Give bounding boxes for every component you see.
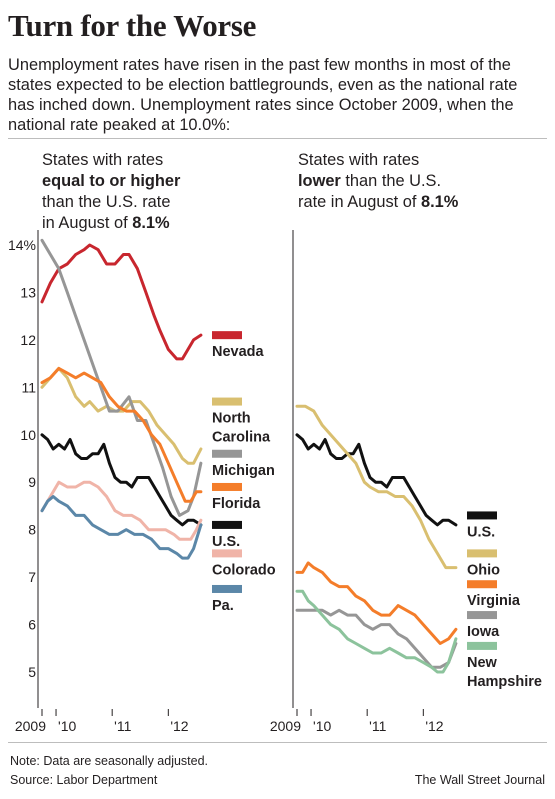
right-legend-swatch-u-s — [467, 511, 497, 520]
y-tick-label-11: 11 — [21, 379, 36, 395]
right-panel-header-line3: rate in August of — [298, 193, 422, 211]
right-x-tick-label-2: '11 — [369, 718, 386, 734]
left-legend-label-michigan: Michigan — [212, 463, 275, 479]
right-series-line-ohio — [295, 404, 458, 570]
note-text: Note: Data are seasonally adjusted. — [10, 754, 209, 768]
left-series-line-nevada — [40, 243, 203, 361]
y-tick-label-9: 9 — [28, 474, 36, 490]
left-series-line-colorado — [40, 480, 203, 541]
left-x-tick-label-0: 2009 — [15, 718, 46, 734]
right-series-line-new-hampshire — [295, 589, 458, 674]
y-tick-label-7: 7 — [28, 569, 36, 585]
y-tick-label-10: 10 — [20, 427, 36, 443]
left-panel-header-line4: in August of — [42, 214, 133, 232]
chart-subtitle: Unemployment rates have risen in the pas… — [8, 56, 518, 134]
y-tick-label-8: 8 — [28, 522, 36, 538]
right-legend-label-ohio: Ohio — [467, 562, 500, 578]
left-legend-swatch-michigan — [212, 449, 242, 458]
left-legend-swatch-nevada — [212, 331, 242, 340]
left-legend-swatch-north-carolina — [212, 397, 242, 406]
right-legend-swatch-virginia — [467, 580, 497, 589]
right-series-line-u-s — [295, 433, 458, 527]
left-legend-swatch-colorado — [212, 549, 242, 558]
publisher-credit: The Wall Street Journal — [414, 773, 545, 787]
left-legend-label-nevada: Nevada — [212, 344, 265, 360]
right-legend-swatch-new-hampshire — [467, 641, 497, 650]
right-panel-header-line2: than the U.S. — [340, 172, 442, 190]
right-panel-header-bold: lower — [298, 172, 341, 190]
bottom-divider — [8, 742, 547, 743]
left-panel-header-bold: equal to or higher — [42, 172, 181, 190]
left-legend-swatch-florida — [212, 482, 242, 491]
left-legend-swatch-pa — [212, 584, 242, 593]
right-panel-header-line1: States with rates — [298, 151, 420, 169]
left-x-tick-label-1: '10 — [58, 718, 76, 734]
right-panel-header-rate: 8.1% — [421, 193, 459, 211]
left-legend-label-pa: Pa. — [212, 598, 234, 614]
left-legend-label-u-s: U.S. — [212, 534, 240, 550]
y-tick-label-5: 5 — [28, 664, 36, 680]
left-panel-header-line3: than the U.S. rate — [42, 193, 171, 211]
footnote: Note: Data are seasonally adjusted. Sour… — [10, 752, 208, 790]
y-tick-label-12: 12 — [20, 332, 36, 348]
left-x-tick-label-3: '12 — [170, 718, 188, 734]
right-x-tick-label-3: '12 — [425, 718, 443, 734]
left-series-line-pa — [40, 495, 203, 560]
left-panel-header-line1: States with rates — [42, 151, 164, 169]
y-tick-label-14: 14% — [8, 237, 36, 253]
top-divider — [8, 138, 547, 139]
y-tick-label-13: 13 — [20, 284, 36, 300]
right-legend-label-u-s: U.S. — [467, 524, 495, 540]
right-series-line-iowa — [295, 608, 458, 669]
left-legend-label-florida: Florida — [212, 496, 261, 512]
right-legend-label-iowa: Iowa — [467, 624, 500, 640]
right-legend-label-new-hampshire: New Hampshire — [467, 655, 542, 690]
right-x-tick-label-0: 2009 — [270, 718, 301, 734]
y-tick-label-6: 6 — [28, 617, 36, 633]
right-series-line-virginia — [295, 561, 458, 645]
left-series-line-u-s — [40, 433, 203, 527]
left-x-tick-label-2: '11 — [114, 718, 131, 734]
left-series-line-michigan — [40, 238, 203, 517]
left-legend-label-colorado: Colorado — [212, 562, 276, 578]
source-text: Source: Labor Department — [10, 773, 158, 787]
right-x-tick-label-1: '10 — [313, 718, 331, 734]
right-legend-swatch-iowa — [467, 611, 497, 620]
right-legend-label-virginia: Virginia — [467, 593, 521, 609]
right-legend-swatch-ohio — [467, 549, 497, 558]
left-series-line-florida — [40, 366, 203, 503]
left-legend-label-north-carolina: North Carolina — [212, 411, 271, 446]
left-legend-swatch-u-s — [212, 520, 242, 529]
right-panel-header: States with rates lower than the U.S. ra… — [298, 150, 528, 213]
left-panel-header-rate: 8.1% — [132, 214, 170, 232]
chart-title: Turn for the Worse — [8, 8, 257, 43]
left-panel-header: States with rates equal to or higher tha… — [42, 150, 272, 234]
